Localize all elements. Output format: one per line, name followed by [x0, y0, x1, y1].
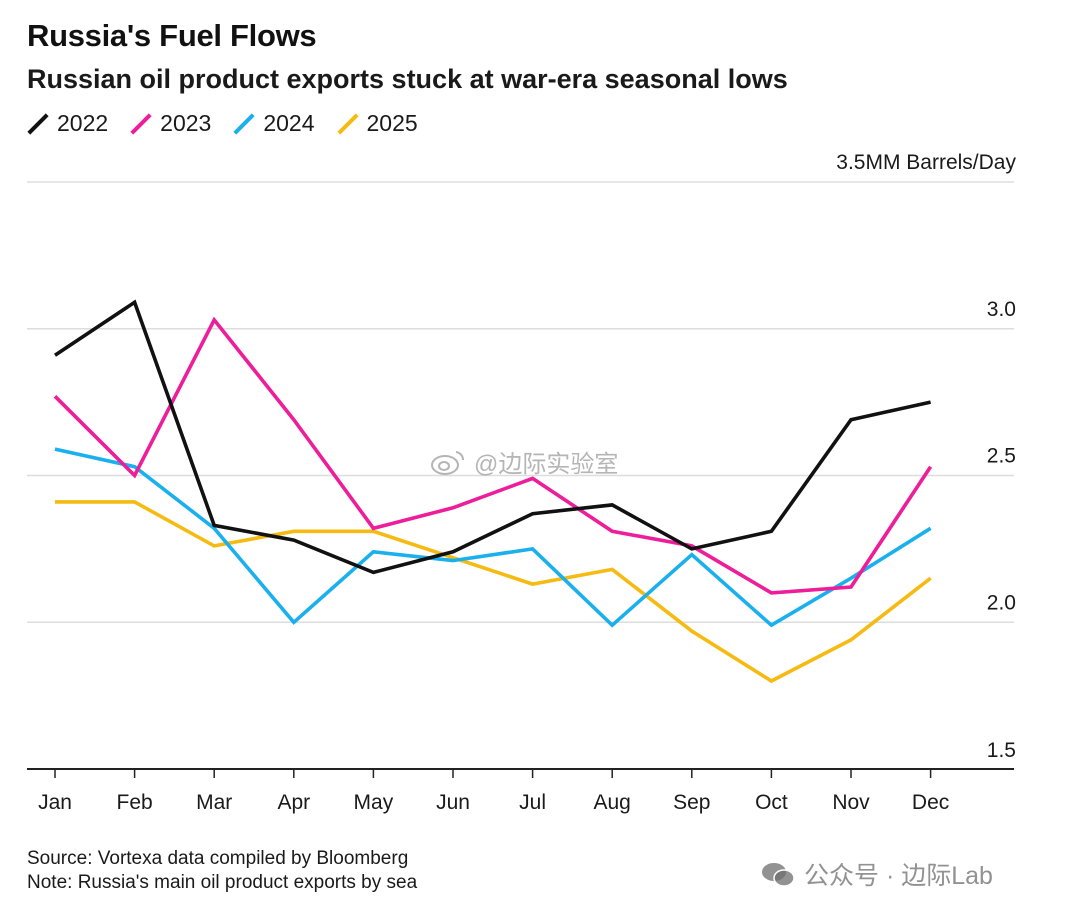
legend-label-2024: 2024	[263, 110, 315, 136]
source-note: Source: Vortexa data compiled by Bloombe…	[27, 848, 409, 869]
x-tick-label-aug: Aug	[594, 791, 631, 814]
legend-label-2022: 2022	[57, 110, 109, 136]
x-tick-label-apr: Apr	[277, 791, 310, 814]
legend-label-2023: 2023	[160, 110, 212, 136]
legend-label-2025: 2025	[366, 110, 418, 136]
x-tick-label-oct: Oct	[755, 791, 788, 814]
x-tick-label-jul: Jul	[519, 791, 546, 814]
series-line-2024	[54, 447, 932, 628]
wechat-icon	[762, 863, 795, 887]
legend-item-2022: 2022	[27, 110, 108, 137]
x-tick-label-jan: Jan	[38, 791, 72, 814]
watermark-center-text: @边际实验室	[474, 451, 619, 478]
x-tick-label-nov: Nov	[832, 791, 870, 814]
x-tick-label-may: May	[354, 791, 394, 814]
y-tick-label-1-5: 1.5	[987, 739, 1016, 762]
watermark-corner-text: 公众号 · 边际Lab	[804, 862, 993, 890]
series-line-2025	[55, 500, 932, 684]
chart-subtitle: Russian oil product exports stuck at war…	[27, 64, 788, 94]
watermark-corner: 公众号 · 边际Lab	[760, 856, 993, 892]
legend: 2022 2023 2024 2025	[27, 110, 440, 137]
footnote: Note: Russia's main oil product exports …	[27, 872, 418, 893]
x-tick-label-dec: Dec	[912, 791, 949, 814]
y-tick-label-2-5: 2.5	[987, 445, 1016, 468]
x-tick-label-feb: Feb	[117, 791, 153, 814]
watermark-center: @边际实验室	[430, 444, 618, 479]
x-tick-label-jun: Jun	[436, 791, 470, 814]
legend-item-2025: 2025	[337, 110, 418, 137]
weibo-icon	[431, 450, 465, 475]
x-tick-label-mar: Mar	[196, 791, 232, 814]
series-line-2022	[54, 299, 931, 575]
y-tick-label-3: 3.0	[987, 298, 1016, 321]
chart-title: Russia's Fuel Flows	[27, 18, 317, 53]
legend-item-2023: 2023	[130, 110, 211, 137]
x-tick-label-sep: Sep	[673, 791, 710, 814]
y-tick-label-3-5: 3.5MM Barrels/Day	[836, 151, 1016, 174]
series-line-2023	[53, 316, 933, 595]
y-tick-label-2: 2.0	[987, 591, 1016, 614]
legend-item-2024: 2024	[233, 110, 314, 137]
